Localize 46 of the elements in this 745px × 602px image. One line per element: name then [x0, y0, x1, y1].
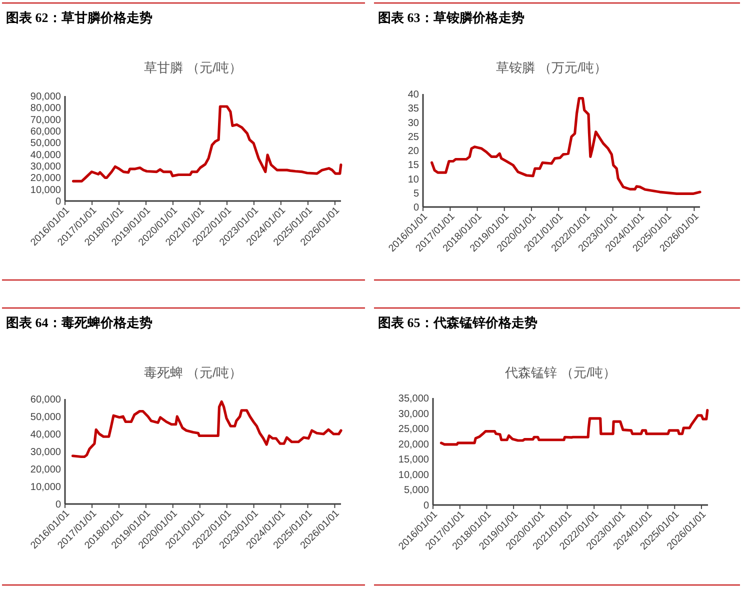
- y-tick-label: 30,000: [30, 447, 62, 458]
- y-tick-label: 30,000: [30, 162, 62, 172]
- y-tick-label: 40,000: [30, 150, 62, 161]
- y-tick-label: 15,000: [398, 454, 430, 466]
- chart-title: 图表 64：毒死蜱价格走势: [6, 315, 152, 330]
- y-tick-label: 50,000: [30, 138, 62, 150]
- y-tick-label: 0: [55, 500, 62, 510]
- y-tick-label: 0: [55, 196, 62, 208]
- y-tick-label: 20,000: [30, 173, 62, 184]
- line-series: [440, 408, 709, 446]
- y-tick-label: 10,000: [30, 482, 62, 493]
- y-tick-label: 80,000: [30, 103, 62, 114]
- y-tick-label: 35: [408, 104, 420, 115]
- chart-subtitle: 代森锰锌 （元/吨）: [504, 365, 616, 380]
- y-tick-label: 10,000: [30, 184, 62, 196]
- y-tick-label: 5,000: [404, 485, 430, 496]
- y-tick-label: 30,000: [398, 408, 430, 420]
- y-tick-label: 40,000: [30, 430, 62, 440]
- chart-subtitle: 毒死蜱 （元/吨）: [144, 365, 242, 380]
- line-series: [430, 96, 702, 196]
- chart-title: 图表 63：草铵膦价格走势: [378, 10, 524, 25]
- y-tick-label: 15: [408, 160, 420, 172]
- y-tick-label: 40: [408, 90, 420, 100]
- y-tick-label: 70,000: [30, 114, 62, 126]
- y-tick-label: 0: [413, 202, 420, 214]
- y-tick-label: 20: [408, 146, 420, 157]
- y-tick-label: 25: [408, 132, 420, 143]
- chart-subtitle: 草铵膦 （万元/吨）: [496, 60, 608, 75]
- y-tick-label: 5: [413, 188, 420, 200]
- line-series: [71, 400, 342, 458]
- y-tick-label: 10: [408, 174, 420, 186]
- y-tick-label: 90,000: [30, 92, 62, 102]
- y-tick-label: 60,000: [30, 126, 62, 138]
- y-tick-label: 0: [423, 500, 430, 512]
- y-tick-label: 35,000: [398, 394, 430, 404]
- y-tick-label: 10,000: [398, 470, 430, 481]
- y-tick-label: 60,000: [30, 394, 62, 406]
- chart-subtitle: 草甘膦 （元/吨）: [144, 60, 242, 75]
- chart-title: 图表 65：代森锰锌价格走势: [378, 315, 538, 330]
- y-tick-label: 25,000: [398, 424, 430, 436]
- y-tick-label: 20,000: [30, 464, 62, 476]
- chart-title: 图表 62：草甘膦价格走势: [6, 10, 152, 25]
- y-tick-label: 50,000: [30, 412, 62, 423]
- y-tick-label: 30: [408, 118, 420, 129]
- line-series: [72, 105, 342, 182]
- y-tick-label: 20,000: [398, 439, 430, 450]
